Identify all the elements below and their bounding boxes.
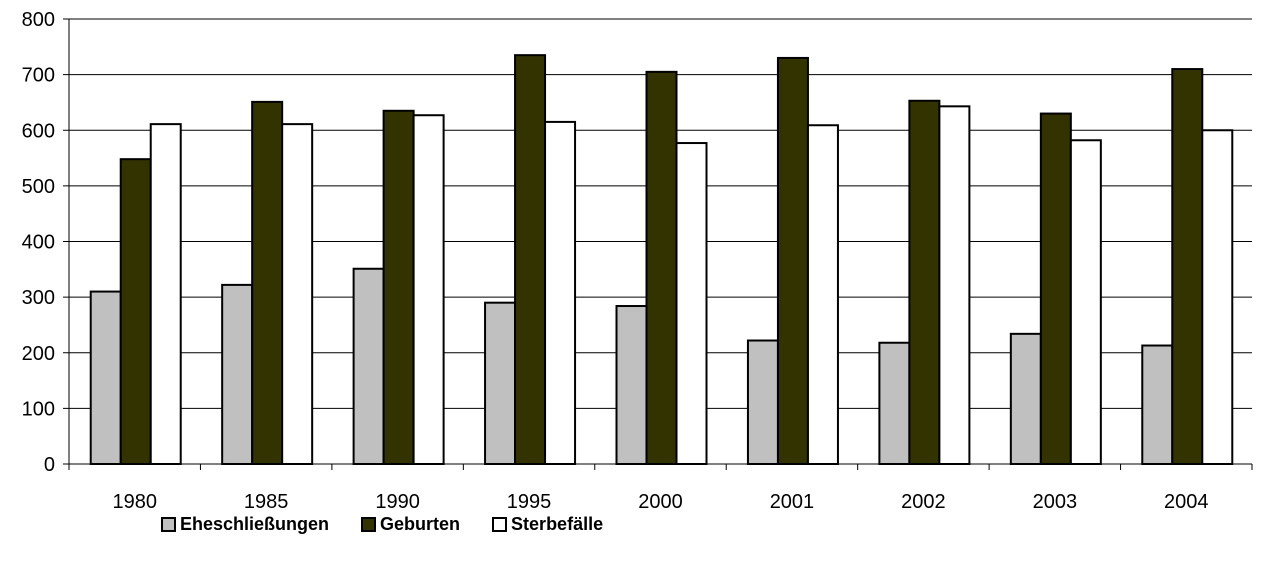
legend-item-eheschliessungen: Eheschließungen <box>161 514 329 535</box>
y-tick-label: 0 <box>44 454 55 476</box>
y-tick-label: 400 <box>22 232 55 254</box>
legend-label-geburten: Geburten <box>380 514 461 534</box>
bar-sterbeflle-2002 <box>938 105 971 466</box>
bar-eheschlieungen-1990 <box>352 267 385 465</box>
bar-eheschlieungen-2002 <box>878 341 911 465</box>
axes <box>63 18 1253 470</box>
x-tick-label: 1985 <box>244 491 289 513</box>
bar-geburten-1980 <box>119 158 152 466</box>
bar-eheschlieungen-2000 <box>615 305 648 465</box>
bar-geburten-1985 <box>251 100 284 465</box>
y-tick-label: 700 <box>22 65 55 87</box>
bar-sterbeflle-1995 <box>544 120 577 465</box>
legend-swatch-sterbefaelle <box>492 517 508 532</box>
x-tick-label: 1995 <box>507 491 552 513</box>
bar-geburten-2004 <box>1171 68 1204 465</box>
bar-eheschlieungen-2004 <box>1141 344 1174 465</box>
bar-eheschlieungen-1985 <box>221 283 254 466</box>
y-tick-label: 500 <box>22 176 55 198</box>
legend-item-geburten: Geburten <box>361 514 460 535</box>
x-tick-label: 1980 <box>112 491 157 513</box>
bar-sterbeflle-2004 <box>1201 129 1234 465</box>
x-tick-label: 2003 <box>1033 491 1078 513</box>
bar-geburten-2002 <box>908 99 941 466</box>
bar-sterbeflle-2003 <box>1069 139 1102 465</box>
bar-sterbeflle-1980 <box>149 123 182 465</box>
x-tick-label: 2001 <box>770 491 815 513</box>
y-tick-label: 600 <box>22 120 55 142</box>
bar-sterbeflle-2001 <box>806 124 839 466</box>
bar-eheschlieungen-2003 <box>1009 332 1042 465</box>
y-tick-label: 200 <box>22 343 55 365</box>
x-tick-label: 2004 <box>1164 491 1209 513</box>
legend-swatch-eheschliessungen <box>161 517 176 532</box>
y-tick-labels: 0 100 200 300 400 500 600 700 800 <box>22 9 55 476</box>
bar-sterbeflle-1990 <box>412 114 445 465</box>
legend: Eheschließungen Geburten Sterbefälle <box>161 514 635 535</box>
bar-geburten-2003 <box>1039 112 1072 465</box>
bar-sterbeflle-1985 <box>281 123 314 465</box>
legend-item-sterbefaelle: Sterbefälle <box>492 514 603 535</box>
y-tick-label: 300 <box>22 287 55 309</box>
bar-sterbeflle-2000 <box>675 142 708 465</box>
x-tick-label: 2000 <box>638 491 683 513</box>
bar-geburten-2000 <box>645 70 678 465</box>
bar-geburten-2001 <box>776 56 809 465</box>
x-tick-labels: 1980 1985 1990 1995 2000 2001 2002 2003 2004 <box>112 491 1208 513</box>
bar-eheschlieungen-2001 <box>746 339 779 466</box>
x-tick-label: 1990 <box>375 491 420 513</box>
legend-label-eheschliessungen: Eheschließungen <box>180 514 330 534</box>
y-tick-label: 800 <box>22 9 55 31</box>
legend-label-sterbefaelle: Sterbefälle <box>511 514 604 534</box>
x-tick-label: 2002 <box>901 491 946 513</box>
bar-eheschlieungen-1980 <box>89 290 122 465</box>
bar-eheschlieungen-1995 <box>484 301 517 465</box>
bar-geburten-1995 <box>514 54 547 465</box>
legend-swatch-geburten <box>361 517 377 532</box>
y-tick-label: 100 <box>22 398 55 420</box>
bar-geburten-1990 <box>382 109 415 465</box>
bars <box>89 54 1234 466</box>
